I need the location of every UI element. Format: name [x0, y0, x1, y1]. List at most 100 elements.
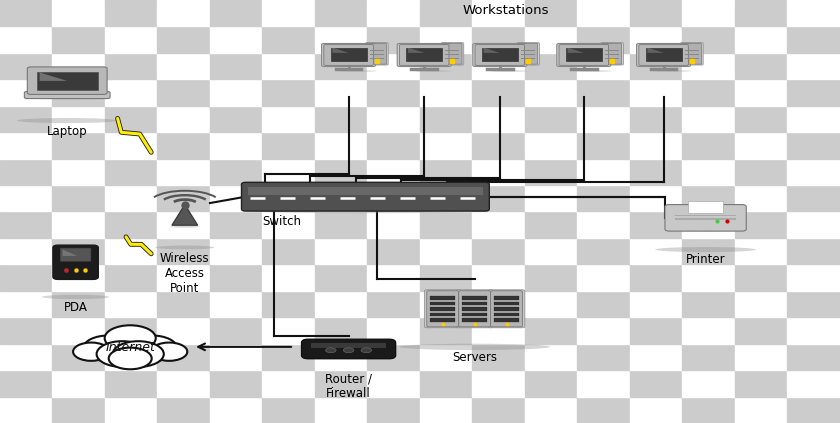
Bar [210, 0, 262, 27]
Bar [577, 238, 630, 264]
Bar [788, 185, 840, 212]
Bar [525, 370, 577, 397]
Bar [525, 291, 577, 317]
Bar [525, 238, 577, 264]
Bar [52, 106, 105, 132]
Bar [0, 397, 52, 423]
Bar [630, 343, 682, 370]
Bar [472, 0, 525, 27]
Bar [525, 212, 577, 238]
Bar [788, 132, 840, 159]
Bar [788, 397, 840, 423]
Bar [315, 264, 367, 291]
Bar [0, 291, 52, 317]
Bar [36, 71, 98, 91]
Bar [788, 159, 840, 185]
FancyBboxPatch shape [559, 44, 608, 66]
Bar [630, 159, 682, 185]
Bar [420, 80, 472, 106]
Bar [0, 106, 52, 132]
FancyBboxPatch shape [53, 245, 98, 280]
Bar [0, 212, 52, 238]
Text: Switch: Switch [262, 215, 302, 228]
Bar [577, 0, 630, 27]
FancyBboxPatch shape [638, 44, 689, 66]
Bar [462, 297, 487, 300]
Bar [105, 185, 157, 212]
Bar [735, 291, 788, 317]
Bar [210, 132, 262, 159]
Bar [105, 80, 157, 106]
Bar [262, 397, 315, 423]
Bar [315, 212, 367, 238]
Bar [420, 0, 472, 27]
Bar [52, 132, 105, 159]
Bar [525, 317, 577, 343]
Bar [367, 106, 420, 132]
Bar [262, 132, 315, 159]
Circle shape [126, 335, 177, 361]
Bar [157, 238, 210, 264]
FancyBboxPatch shape [302, 339, 396, 359]
Bar [472, 132, 525, 159]
Circle shape [73, 343, 109, 361]
Bar [525, 343, 577, 370]
FancyBboxPatch shape [441, 43, 464, 65]
Bar [157, 212, 210, 238]
Bar [735, 80, 788, 106]
Bar [472, 397, 525, 423]
Bar [788, 0, 840, 27]
Bar [788, 370, 840, 397]
Bar [494, 302, 519, 305]
FancyBboxPatch shape [367, 44, 386, 64]
Bar [105, 27, 157, 53]
Ellipse shape [42, 295, 109, 299]
FancyBboxPatch shape [557, 44, 611, 66]
Bar [315, 397, 367, 423]
Text: Wireless
Access
Point: Wireless Access Point [160, 252, 210, 295]
Polygon shape [39, 72, 67, 81]
Bar [525, 27, 577, 53]
Bar [0, 317, 52, 343]
Bar [367, 159, 420, 185]
FancyBboxPatch shape [491, 291, 522, 327]
Bar [630, 106, 682, 132]
Bar [521, 58, 535, 59]
Bar [315, 106, 367, 132]
Bar [367, 27, 420, 53]
Ellipse shape [415, 70, 452, 72]
FancyArrowPatch shape [198, 343, 291, 350]
Bar [675, 215, 736, 216]
Bar [430, 308, 455, 311]
Bar [0, 53, 52, 80]
Bar [630, 397, 682, 423]
Bar [315, 185, 367, 212]
Bar [788, 212, 840, 238]
Bar [735, 212, 788, 238]
Bar [315, 370, 367, 397]
Bar [420, 159, 472, 185]
Bar [210, 370, 262, 397]
Bar [472, 27, 525, 53]
Bar [157, 397, 210, 423]
FancyBboxPatch shape [399, 44, 449, 66]
Bar [157, 80, 210, 106]
Polygon shape [408, 47, 424, 53]
Bar [157, 106, 210, 132]
Bar [605, 58, 619, 59]
Bar [430, 302, 455, 305]
Bar [735, 238, 788, 264]
Ellipse shape [655, 247, 756, 252]
Bar [315, 238, 367, 264]
FancyBboxPatch shape [322, 44, 375, 66]
Bar [462, 302, 487, 305]
Bar [682, 27, 735, 53]
Bar [210, 238, 262, 264]
Bar [52, 185, 105, 212]
Bar [52, 291, 105, 317]
FancyBboxPatch shape [602, 44, 622, 64]
Bar [682, 212, 735, 238]
Bar [630, 291, 682, 317]
Bar [420, 238, 472, 264]
Bar [210, 212, 262, 238]
